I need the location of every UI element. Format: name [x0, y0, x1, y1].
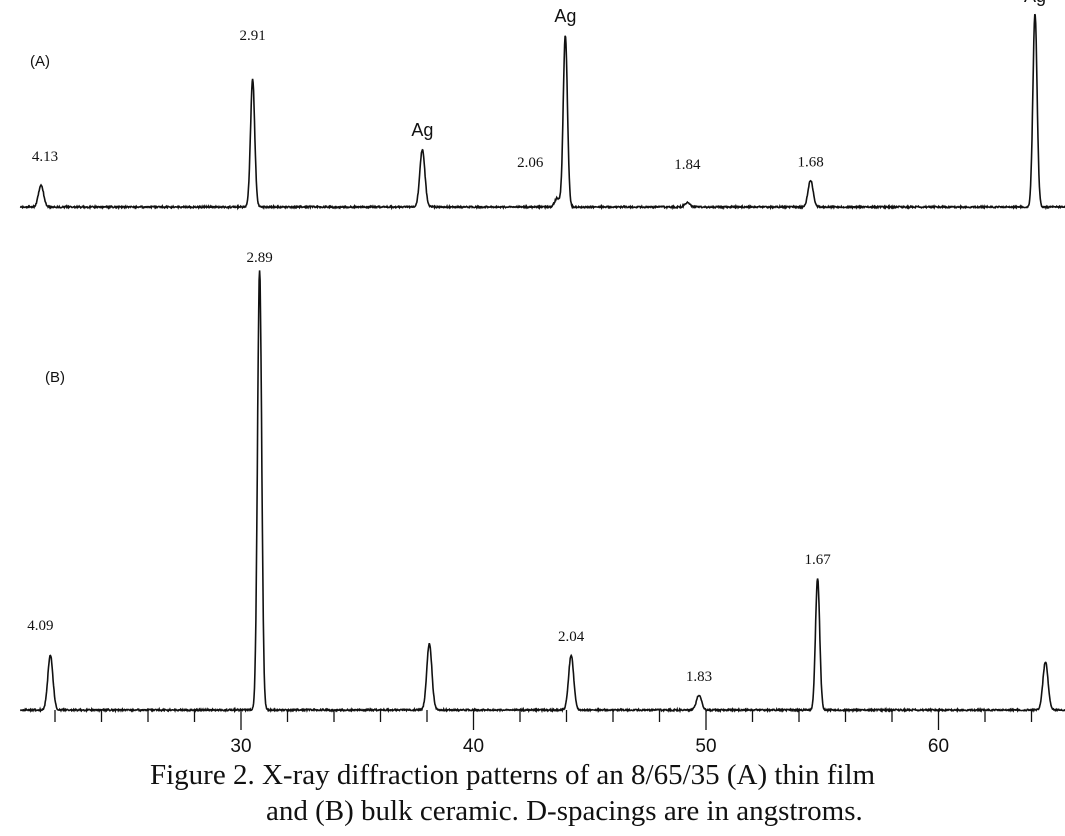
- peak-label: Ag: [554, 6, 576, 26]
- peak-label: 1.83: [686, 669, 712, 685]
- figure-caption-line-1: Figure 2. X-ray diffraction patterns of …: [150, 759, 876, 791]
- figure-caption-line-2: and (B) bulk ceramic. D-spacings are in …: [266, 795, 863, 827]
- peak-label: 2.89: [246, 250, 272, 266]
- x-tick-label: 30: [230, 736, 251, 757]
- x-tick-label: 50: [695, 736, 716, 757]
- peak-label: 2.06: [517, 155, 544, 171]
- x-tick-label: 60: [928, 736, 949, 757]
- diffraction-trace-b: [19, 270, 1065, 714]
- peak-label: Ag: [411, 120, 433, 140]
- peak-label: 2.04: [558, 629, 585, 645]
- xrd-chart: (A) 4.13 2.91 Ag 2.06 Ag 1.84 1.68 Ag (B) 4.09 2.89…: [19, 0, 1065, 757]
- peak-label: 1.84: [674, 157, 701, 173]
- panel-label: (A): [30, 53, 50, 70]
- peak-label: 4.09: [27, 618, 53, 634]
- peak-label: 1.68: [798, 155, 824, 171]
- peak-label: 2.91: [240, 28, 266, 44]
- peak-label: Ag: [1024, 0, 1046, 6]
- panel-label: (B): [45, 369, 65, 386]
- peak-label: 4.13: [32, 149, 58, 165]
- x-tick-label: 40: [463, 736, 484, 757]
- diffraction-trace-a: [19, 13, 1065, 211]
- peak-label: 1.67: [804, 552, 831, 568]
